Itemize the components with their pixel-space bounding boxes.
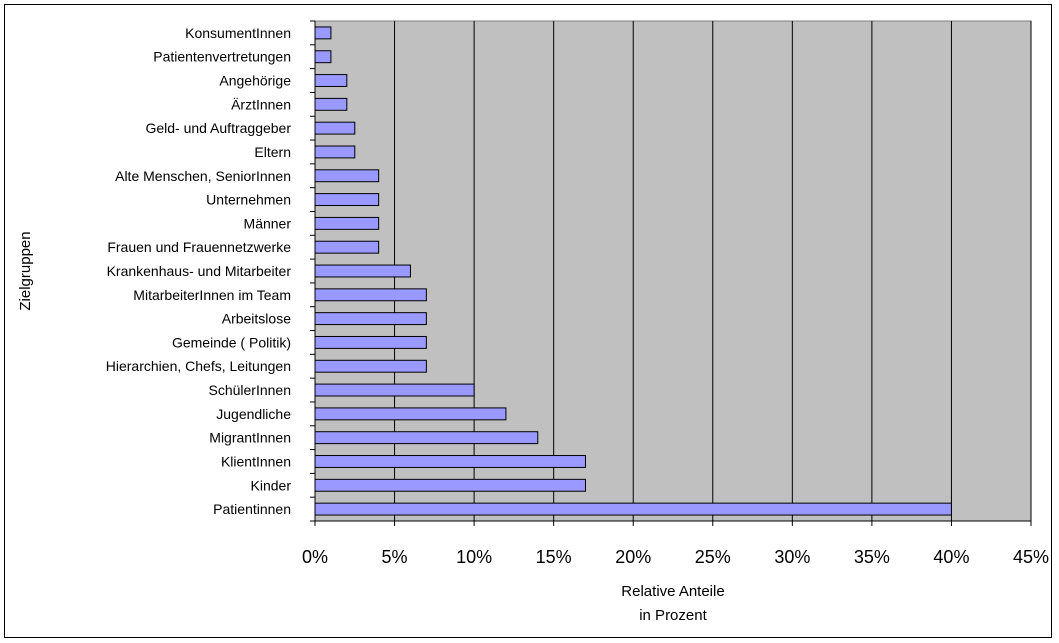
bar [314,455,586,468]
bar [314,240,380,254]
category-label: Angehörige [219,73,291,89]
bar [314,145,356,159]
x-tick-labels: 0% 5% 10% 15% 20% 25% 30% 35% 40% 45% [302,547,1049,567]
category-labels: KonsumentInnen Patientenvertretungen Angeh… [106,25,292,517]
x-tick-label: 30% [774,547,810,567]
category-label: ÄrztInnen [231,96,291,112]
x-tick-label: 35% [854,547,890,567]
category-label: Geld- und Auftraggeber [145,120,291,136]
category-label: SchülerInnen [208,382,291,398]
category-label: Arbeitslose [222,311,291,327]
bar [314,264,411,278]
category-label: KonsumentInnen [185,25,291,41]
bar [314,502,952,516]
x-tick-label: 25% [695,547,731,567]
category-label: Patientenvertretungen [153,49,291,65]
category-label: Hierarchien, Chefs, Leitungen [106,358,291,374]
x-tick-label: 0% [302,547,328,567]
x-tick-label: 20% [615,547,651,567]
category-label: MigrantInnen [209,430,291,446]
y-axis-title: Zielgruppen [17,231,34,310]
category-label: MitarbeiterInnen im Team [133,287,291,303]
category-label: Eltern [254,144,291,160]
x-axis-title-line-1: Relative Anteile [621,583,724,600]
x-tick-label: 5% [382,547,408,567]
bar [314,193,380,207]
x-tick-label: 10% [456,547,492,567]
bar [314,359,427,373]
bar [314,50,332,64]
category-label: Alte Menschen, SeniorInnen [115,168,291,184]
bar [314,216,380,230]
bar [314,312,427,326]
bar [314,169,380,183]
bar [314,383,475,397]
category-label: Frauen und Frauennetzwerke [107,239,291,255]
bar [314,26,332,40]
axes [310,20,1032,526]
bar [314,288,427,302]
bar [314,431,539,445]
category-label: Männer [244,215,292,231]
bar [314,407,507,421]
bar [314,74,348,87]
category-label: KlientInnen [221,453,291,469]
category-label: Krankenhaus- und Mitarbeiter [107,263,292,279]
bar [314,335,427,349]
category-label: Kinder [251,477,292,493]
bars [314,26,952,516]
category-label: Patientinnen [213,501,291,517]
category-label: Gemeinde ( Politik) [172,334,291,350]
bar [314,478,586,492]
bar [314,121,356,135]
x-tick-label: 40% [933,547,969,567]
x-axis-title-line-2: in Prozent [639,607,707,624]
category-label: Unternehmen [206,192,291,208]
x-tick-label: 15% [536,547,572,567]
plot-area [314,20,1032,522]
category-label: Jugendliche [216,406,291,422]
bar [314,97,348,111]
x-tick-label: 45% [1013,547,1049,567]
